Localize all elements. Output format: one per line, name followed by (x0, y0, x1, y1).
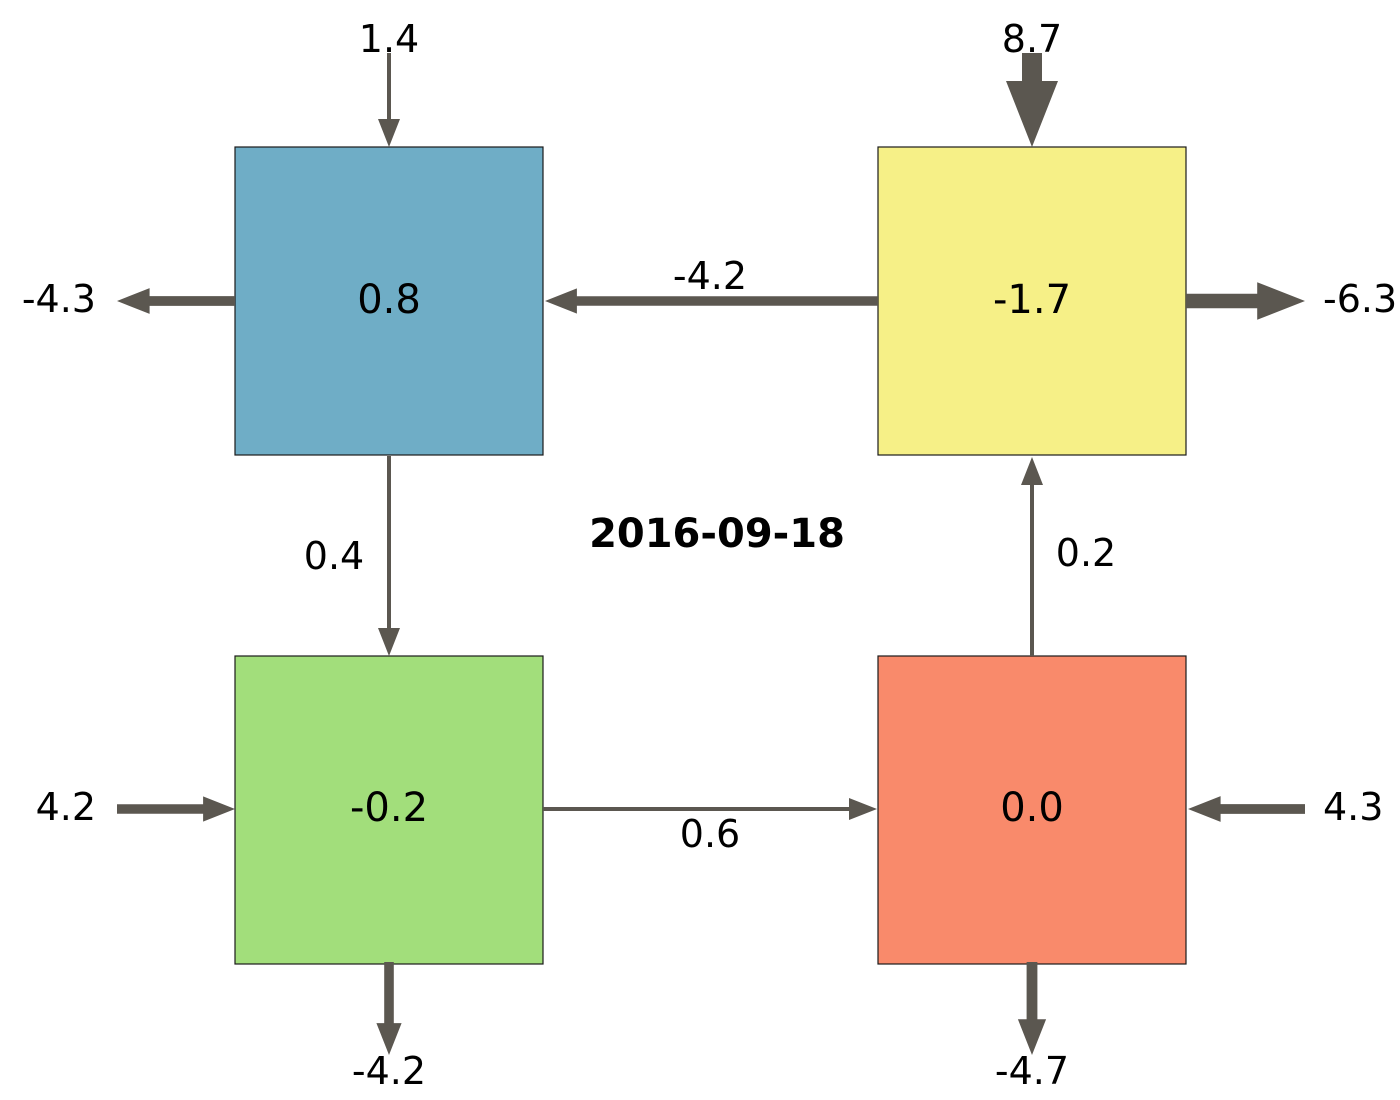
arrow-bottom-left-out-bottom (376, 962, 402, 1055)
flow-top-right-in-label: 8.7 (1002, 17, 1062, 61)
box-bottom-left-value: -0.2 (350, 785, 428, 831)
arrow-bottom-left-in-left (117, 796, 235, 822)
arrows-group (117, 53, 1305, 1055)
box-bottom-right (877, 655, 1187, 965)
arrow-top-right-to-top-left (545, 288, 878, 314)
flow-top-left-out-label: -4.3 (22, 277, 96, 321)
arrow-bottom-right-out-bottom (1017, 962, 1047, 1055)
arrow-top-left-to-bottom-left (378, 456, 400, 656)
flow-top-left-to-bottom-left-label: 0.4 (304, 534, 364, 578)
flow-bottom-right-in-label: 4.3 (1323, 785, 1383, 829)
box-bottom-right-value: 0.0 (1000, 785, 1064, 831)
flow-top-left-in-label: 1.4 (359, 17, 419, 61)
box-top-left-value: 0.8 (357, 277, 421, 323)
flow-bottom-left-out-label: -4.2 (352, 1049, 426, 1093)
flow-bottom-right-to-top-right-label: 0.2 (1056, 531, 1116, 575)
arrow-top-left-out-left (117, 288, 235, 314)
box-top-left (234, 146, 544, 456)
arrow-top-right-in-top (1006, 53, 1058, 147)
flow-bottom-left-in-label: 4.2 (36, 785, 96, 829)
arrow-bottom-right-in-right (1188, 796, 1305, 822)
arrow-bottom-left-to-bottom-right (543, 798, 877, 820)
arrow-bottom-right-to-top-right (1021, 457, 1043, 656)
box-top-right (877, 146, 1187, 456)
arrow-top-left-in-top (378, 53, 400, 147)
flow-top-right-to-top-left-label: -4.2 (673, 254, 747, 298)
diagram-title: 2016-09-18 (589, 511, 845, 557)
flow-top-right-out-label: -6.3 (1323, 277, 1397, 321)
flow-bottom-right-out-label: -4.7 (995, 1049, 1069, 1093)
arrow-top-right-out-right (1186, 282, 1305, 320)
flow-bottom-left-to-bottom-right-label: 0.6 (680, 812, 740, 856)
box-top-right-value: -1.7 (993, 277, 1071, 323)
